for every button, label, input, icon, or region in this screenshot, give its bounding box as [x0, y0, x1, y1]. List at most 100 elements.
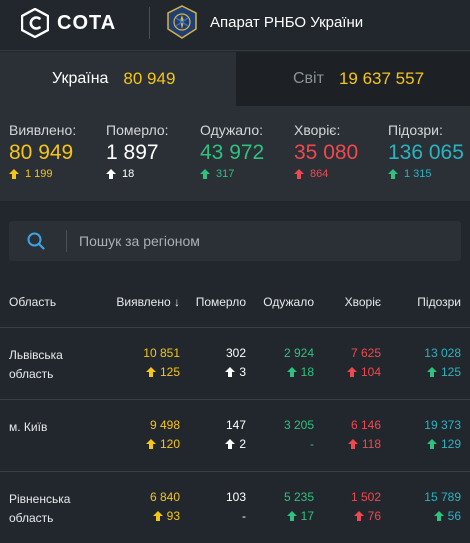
row-sick-delta: 76 — [353, 509, 381, 523]
row-recovered-delta: - — [310, 437, 314, 451]
arrow-up-icon — [145, 367, 156, 377]
row-suspected-delta-value: 129 — [440, 437, 461, 451]
scope-tabs: Україна 80 949 Світ 19 637 557 — [0, 52, 470, 106]
stat-detected-delta-value: 1 199 — [25, 168, 53, 180]
stat-detected-delta: 1 199 — [9, 168, 76, 180]
row-sick-delta-value: 104 — [360, 365, 381, 379]
row-sick-delta: 104 — [346, 365, 381, 379]
stat-recovered-delta: 317 — [200, 168, 264, 180]
arrow-up-icon — [433, 511, 444, 521]
row-detected-delta: 120 — [145, 437, 180, 451]
row-recovered-delta-value: 17 — [300, 509, 314, 523]
row-detected-delta-value: 120 — [159, 437, 180, 451]
row-region-line1: Рівненська — [9, 492, 71, 506]
row-died-delta: 2 — [225, 437, 246, 451]
row-suspected: 13 028 — [424, 346, 461, 360]
stat-sick-delta-value: 864 — [310, 168, 329, 180]
row-suspected: 15 789 — [424, 490, 461, 504]
stat-died-delta-value: 18 — [122, 168, 135, 180]
row-region: Рівненська область — [9, 490, 94, 528]
stat-detected-value: 80 949 — [9, 141, 74, 164]
row-died-delta: - — [242, 509, 246, 523]
row-detected-delta-value: 125 — [159, 365, 180, 379]
row-died-delta: 3 — [225, 365, 246, 379]
row-suspected-delta-value: 125 — [440, 365, 461, 379]
th-sick[interactable]: Хворіє — [344, 295, 381, 309]
row-sick: 7 625 — [350, 346, 381, 360]
row-recovered-delta: 17 — [286, 509, 314, 523]
logo-text: COTA — [57, 11, 117, 34]
row-detected-delta: 125 — [145, 365, 180, 379]
row-suspected-delta: 125 — [426, 365, 461, 379]
row-region: м. Київ — [9, 418, 94, 437]
stat-suspected-delta-value: 1 315 — [404, 168, 432, 180]
row-detected-delta: 93 — [152, 509, 180, 523]
table-row[interactable]: Рівненська область 6 840 93 103 - 5 235 … — [0, 472, 470, 543]
tab-world[interactable]: Світ 19 637 557 — [236, 52, 470, 106]
stat-sick-delta: 864 — [294, 168, 358, 180]
row-recovered: 5 235 — [283, 490, 314, 504]
stat-recovered: Одужало: 43 972 317 — [200, 122, 264, 180]
region-search — [9, 221, 461, 261]
row-suspected-delta: 129 — [426, 437, 461, 451]
stat-sick: Хворіє: 35 080 864 — [294, 122, 358, 180]
row-died-delta-value: 2 — [239, 437, 246, 451]
search-input[interactable] — [79, 221, 449, 261]
row-recovered-delta-value: - — [310, 437, 314, 451]
arrow-up-icon — [426, 367, 437, 377]
stat-detected: Виявлено: 80 949 1 199 — [9, 122, 76, 180]
row-region-line1: Львівська — [9, 348, 63, 362]
stat-sick-value: 35 080 — [294, 141, 359, 164]
row-recovered: 2 924 — [283, 346, 314, 360]
app-header: COTA Апарат РНБО України — [0, 0, 470, 51]
stat-suspected-delta: 1 315 — [388, 168, 464, 180]
tab-ukraine-value: 80 949 — [123, 69, 176, 88]
row-sick: 6 146 — [350, 418, 381, 432]
summary-stats: Виявлено: 80 949 1 199 Померло: 1 897 18… — [0, 106, 470, 201]
table-row[interactable]: м. Київ 9 498 120 147 2 3 205 - 6 146 11… — [0, 400, 470, 472]
stat-died-value: 1 897 — [106, 141, 159, 164]
tab-ukraine[interactable]: Україна 80 949 — [0, 52, 236, 106]
stat-recovered-value: 43 972 — [200, 141, 265, 164]
row-recovered-delta-value: 18 — [300, 365, 314, 379]
row-region-line1: м. Київ — [9, 420, 48, 434]
row-recovered-delta: 18 — [286, 365, 314, 379]
th-died[interactable]: Померло — [195, 295, 246, 309]
stat-recovered-delta-value: 317 — [216, 168, 235, 180]
row-died-delta-value: 3 — [239, 365, 246, 379]
stat-suspected-value: 136 065 — [388, 141, 464, 164]
stat-sick-label: Хворіє: — [294, 122, 341, 138]
arrow-up-icon — [286, 511, 297, 521]
table-divider — [0, 471, 470, 472]
arrow-up-icon — [106, 169, 116, 179]
row-sick-delta-value: 118 — [361, 437, 381, 451]
arrow-up-icon — [388, 169, 398, 179]
arrow-up-icon — [145, 439, 156, 449]
row-region: Львівська область — [9, 346, 94, 384]
tab-ukraine-label: Україна — [52, 70, 109, 87]
stat-suspected-label: Підозри: — [388, 122, 443, 138]
cota-logo[interactable]: COTA — [21, 8, 116, 38]
search-divider — [66, 230, 67, 252]
table-row[interactable]: Львівська область 10 851 125 302 3 2 924… — [0, 328, 470, 400]
row-died: 302 — [225, 346, 246, 360]
th-region[interactable]: Область — [9, 295, 57, 309]
row-sick-delta: 118 — [347, 437, 381, 451]
row-recovered: 3 205 — [283, 418, 314, 432]
th-detected[interactable]: Виявлено ↓ — [116, 295, 180, 309]
rnbo-emblem-icon — [167, 5, 197, 39]
arrow-up-icon — [225, 439, 236, 449]
stat-recovered-label: Одужало: — [200, 122, 264, 138]
th-detected-label: Виявлено — [116, 295, 171, 309]
row-died: 103 — [225, 490, 246, 504]
arrow-up-icon — [353, 511, 364, 521]
cota-logo-icon — [21, 8, 49, 38]
th-recovered[interactable]: Одужало — [263, 295, 314, 309]
search-icon[interactable] — [27, 232, 45, 250]
arrow-up-icon — [9, 169, 19, 179]
row-detected-delta-value: 93 — [166, 509, 180, 523]
arrow-up-icon — [200, 169, 210, 179]
arrow-up-icon — [347, 439, 358, 449]
stat-detected-label: Виявлено: — [9, 122, 77, 138]
th-suspected[interactable]: Підозри — [417, 295, 461, 309]
